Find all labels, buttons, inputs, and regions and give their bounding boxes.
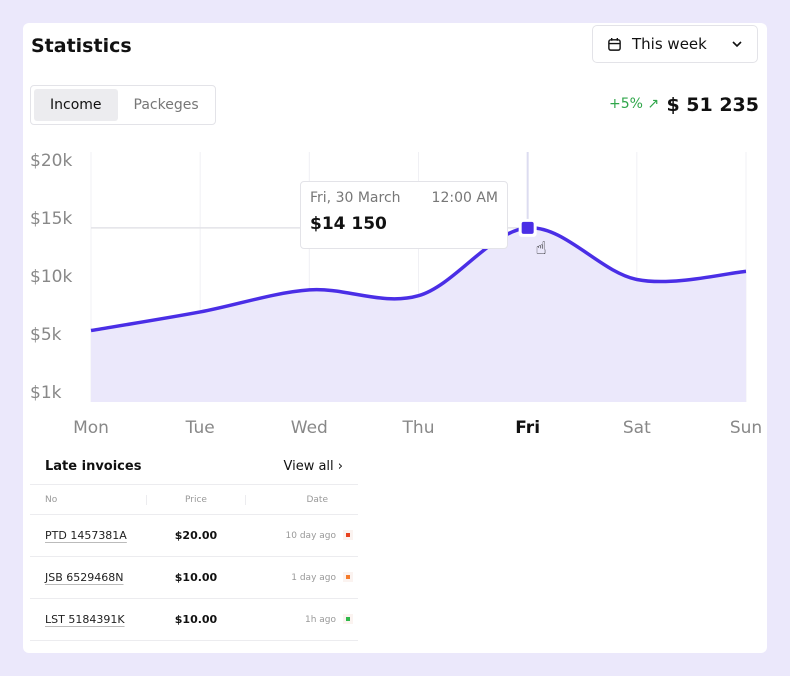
y-tick-label: $1k xyxy=(30,383,62,403)
invoice-date: 1 day ago xyxy=(291,572,336,583)
invoice-date: 10 day ago xyxy=(285,530,336,541)
statistics-card: Mon Tue Wed Thu Fri Sat Sun $20k $15k $10k $5k $1k ☝… xyxy=(23,23,767,653)
tab-packages[interactable]: Packeges xyxy=(133,97,199,113)
invoice-price: $10.00 xyxy=(174,613,218,626)
change-percent: +5% ↗ xyxy=(609,96,660,112)
view-all-link[interactable]: View all › xyxy=(283,459,343,474)
table-row[interactable]: PTD 1457381A $20.00 10 day ago xyxy=(30,514,358,556)
x-tick-label: Fri xyxy=(515,418,540,438)
x-tick-label: Mon xyxy=(73,418,109,438)
status-indicator xyxy=(346,617,350,621)
x-tick-label: Tue xyxy=(185,418,215,438)
date-range-dropdown[interactable]: This week xyxy=(592,25,758,63)
date-range-label: This week xyxy=(632,35,707,53)
invoice-date: 1h ago xyxy=(304,614,336,625)
table-row[interactable]: LST 5184391K $10.00 1h ago xyxy=(30,598,358,640)
invoice-number-link[interactable]: LST 5184391K xyxy=(45,613,125,626)
page-title: Statistics xyxy=(31,35,132,57)
invoice-price: $10.00 xyxy=(174,571,218,584)
invoice-number-link[interactable]: PTD 1457381A xyxy=(45,529,127,542)
data-point xyxy=(521,221,534,234)
hand-cursor-icon: ☝ xyxy=(536,238,547,259)
column-price: Price xyxy=(147,494,246,505)
tooltip-date: Fri, 30 March xyxy=(310,190,401,206)
total-amount: $ 51 235 xyxy=(666,94,759,116)
table-row[interactable]: JSB 6529468N $10.00 1 day ago xyxy=(30,556,358,598)
invoice-number-link[interactable]: JSB 6529468N xyxy=(45,571,124,584)
chevron-down-icon xyxy=(732,41,742,48)
status-indicator xyxy=(346,575,350,579)
chevron-right-icon: › xyxy=(337,458,343,474)
status-indicator xyxy=(346,533,350,537)
income-chart: Mon Tue Wed Thu Fri Sat Sun $20k $15k $10k $5k $1k ☝ xyxy=(30,151,762,438)
y-tick-label: $15k xyxy=(30,209,72,229)
chart-tooltip: Fri, 30 March 12:00 AM $14 150 xyxy=(300,181,508,249)
y-tick-label: $20k xyxy=(30,151,72,171)
calendar-icon xyxy=(608,37,621,51)
tooltip-value: $14 150 xyxy=(310,214,387,234)
table-header: No Price Date xyxy=(30,484,358,514)
y-tick-label: $10k xyxy=(30,267,72,287)
late-invoices-title: Late invoices xyxy=(45,458,142,474)
x-tick-label: Thu xyxy=(402,418,435,438)
series-line xyxy=(90,226,747,333)
view-all-label: View all xyxy=(283,458,334,474)
late-invoices: Late invoices View all › No Price Date P… xyxy=(30,448,358,641)
x-tick-label: Sun xyxy=(730,418,762,438)
x-tick-label: Sat xyxy=(623,418,651,438)
invoice-price: $20.00 xyxy=(174,529,218,542)
x-tick-label: Wed xyxy=(291,418,328,438)
area-fill xyxy=(91,227,746,402)
tooltip-time: 12:00 AM xyxy=(431,190,498,206)
tab-income[interactable]: Income xyxy=(34,89,118,121)
column-date: Date xyxy=(306,494,328,505)
y-tick-label: $5k xyxy=(30,325,62,345)
column-no: No xyxy=(30,494,147,505)
chart-tabs: Income Packeges xyxy=(30,85,216,125)
